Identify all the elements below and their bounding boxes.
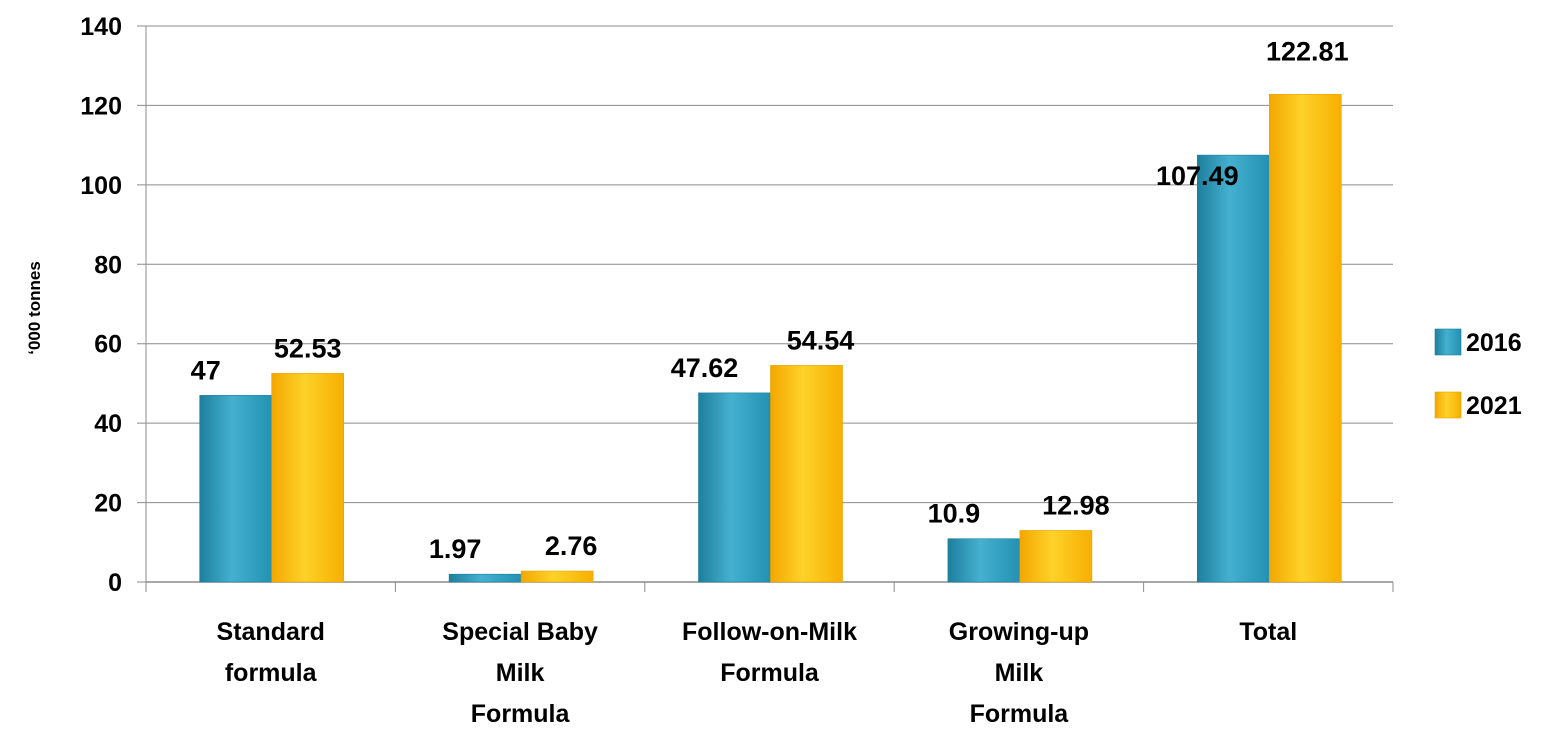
bar-2016-3 <box>947 538 1021 583</box>
data-label: 2.76 <box>545 531 598 561</box>
x-category-label: Total <box>1239 618 1297 646</box>
x-category-label: Standard formula <box>217 618 325 687</box>
bar-2021-3 <box>1019 530 1093 583</box>
x-category-label: Special Baby Milk Formula <box>442 618 598 728</box>
x-category-label-line: Growing-up <box>949 618 1089 646</box>
y-tick-label: 100 <box>80 172 122 200</box>
y-tick-label: 0 <box>108 569 122 597</box>
x-category-label-line: Standard <box>217 618 325 646</box>
x-category-label-line: Formula <box>471 700 571 728</box>
data-label: 1.97 <box>429 534 482 564</box>
data-label: 47.62 <box>671 353 739 383</box>
data-label: 52.53 <box>274 333 342 363</box>
x-category-label: Growing-up Milk Formula <box>949 618 1089 728</box>
bar-2021-4 <box>1269 93 1342 583</box>
data-labels: 47 1.97 47.62 10.9 107.49 52.53 2.76 54.54 12.98… <box>191 36 1349 564</box>
x-category-label-line: Special Baby <box>442 618 598 646</box>
bar-2016-2 <box>698 392 771 583</box>
x-category-label: Follow-on-Milk Formula <box>682 618 857 687</box>
x-category-label-line: formula <box>225 659 318 687</box>
axes: 0 20 40 60 80 100 120 140 ‘000 tonnes Standard for… <box>25 13 1394 728</box>
bars <box>199 93 1342 583</box>
data-label: 47 <box>191 355 221 385</box>
x-category-label-line: Follow-on-Milk <box>682 618 857 646</box>
bar-2021-0 <box>271 373 345 583</box>
legend-swatch-2021 <box>1434 391 1462 419</box>
data-label: 12.98 <box>1042 490 1110 520</box>
y-tick-label: 40 <box>94 410 122 438</box>
data-label: 54.54 <box>787 325 855 355</box>
legend: 2016 2021 <box>1434 328 1522 420</box>
data-label: 10.9 <box>928 499 981 529</box>
legend-label: 2016 <box>1466 329 1522 357</box>
data-label: 122.81 <box>1266 36 1349 66</box>
legend-swatch-2016 <box>1434 328 1462 356</box>
x-category-label-line: Milk <box>995 659 1044 687</box>
data-label: 107.49 <box>1156 161 1239 191</box>
y-tick-label: 60 <box>94 331 122 359</box>
x-category-label-line: Formula <box>720 659 820 687</box>
y-tick-label: 120 <box>80 92 122 120</box>
bar-2016-1 <box>448 573 522 583</box>
bar-2016-4 <box>1197 154 1270 583</box>
bar-2016-0 <box>199 395 272 583</box>
y-tick-label: 80 <box>94 251 122 279</box>
bar-2021-1 <box>520 570 594 583</box>
x-category-label-line: Milk <box>496 659 545 687</box>
legend-label: 2021 <box>1466 392 1522 420</box>
x-category-label-line: Formula <box>970 700 1070 728</box>
y-tick-label: 140 <box>80 13 122 41</box>
y-axis-title: ‘000 tonnes <box>25 261 44 355</box>
y-tick-label: 20 <box>94 490 122 518</box>
x-category-label-line: Total <box>1239 618 1297 646</box>
bar-2021-2 <box>770 365 843 583</box>
